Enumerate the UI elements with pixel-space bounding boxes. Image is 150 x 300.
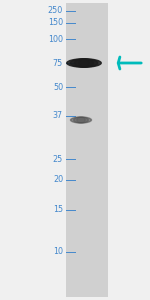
Text: 150: 150 [48, 18, 63, 27]
FancyBboxPatch shape [66, 3, 108, 297]
Text: 15: 15 [53, 206, 63, 214]
Ellipse shape [70, 59, 98, 67]
Text: 20: 20 [53, 176, 63, 184]
Text: 10: 10 [53, 248, 63, 256]
Text: 25: 25 [53, 154, 63, 164]
Ellipse shape [70, 117, 92, 123]
Ellipse shape [77, 117, 85, 123]
Ellipse shape [75, 59, 93, 67]
Ellipse shape [79, 59, 89, 67]
Text: 250: 250 [48, 6, 63, 15]
Text: 37: 37 [53, 111, 63, 120]
Text: 100: 100 [48, 34, 63, 43]
Ellipse shape [74, 117, 88, 123]
Text: 75: 75 [53, 58, 63, 68]
Ellipse shape [67, 59, 101, 67]
Text: 50: 50 [53, 82, 63, 91]
